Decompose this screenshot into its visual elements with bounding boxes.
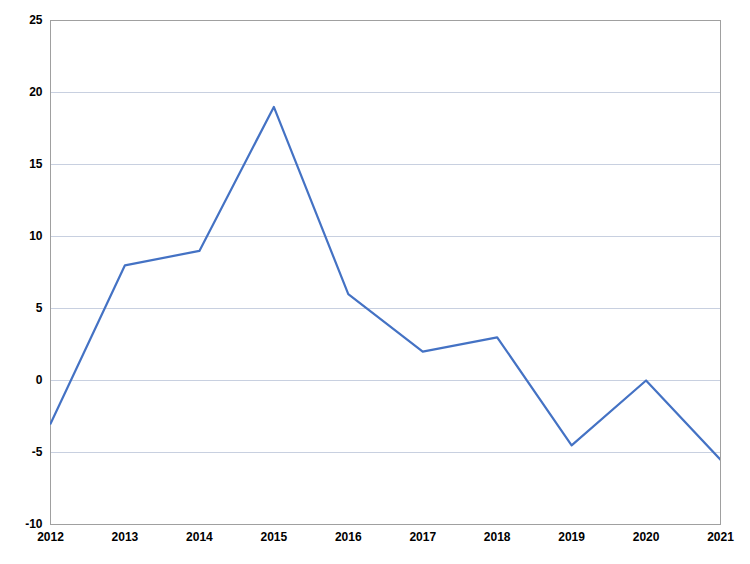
svg-text:25: 25 [29, 13, 43, 27]
svg-text:-10: -10 [25, 517, 43, 532]
svg-text:2012: 2012 [37, 530, 64, 544]
svg-text:-5: -5 [32, 445, 43, 459]
svg-text:2021: 2021 [707, 530, 734, 544]
svg-text:2020: 2020 [633, 530, 660, 544]
svg-text:2016: 2016 [335, 530, 362, 544]
svg-text:2018: 2018 [484, 530, 511, 544]
svg-text:15: 15 [29, 157, 43, 171]
svg-text:20: 20 [29, 85, 43, 99]
svg-text:10: 10 [29, 229, 43, 243]
svg-text:2019: 2019 [558, 530, 585, 544]
svg-text:0: 0 [36, 373, 43, 387]
svg-text:2013: 2013 [112, 530, 139, 544]
svg-text:5: 5 [36, 301, 43, 315]
svg-text:2014: 2014 [186, 530, 213, 544]
svg-text:2015: 2015 [260, 530, 287, 544]
svg-text:2017: 2017 [409, 530, 436, 544]
